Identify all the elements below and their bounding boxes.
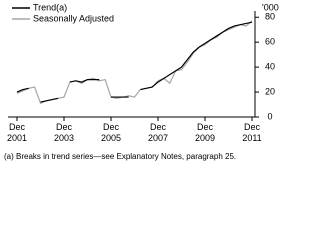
line-series xyxy=(140,21,253,91)
y-tick-label: 80 xyxy=(265,12,275,22)
x-tick-label: Dec 2011 xyxy=(242,122,262,143)
footnote: (a) Breaks in trend series—see Explanato… xyxy=(4,152,237,161)
line-series xyxy=(40,97,59,103)
x-tick-label: Dec 2003 xyxy=(53,122,75,143)
y-unit: '000 xyxy=(262,2,279,12)
legend-label: Seasonally Adjusted xyxy=(33,13,114,23)
page: '000 0 20 40 60 80 Trend(a) Seasonally Adjuste… xyxy=(4,2,279,161)
x-tick-label: Dec 2007 xyxy=(147,122,169,143)
x-tick-label: Dec 2009 xyxy=(194,122,216,143)
x-tick-label: Dec 2001 xyxy=(6,122,28,143)
x-tick-label: Dec 2005 xyxy=(100,122,122,143)
line-series xyxy=(16,20,253,105)
y-tick-label: 40 xyxy=(265,61,275,71)
chart: '000 0 20 40 60 80 Trend(a)Seasonally Adjuste… xyxy=(8,2,279,121)
y-tick-label: 20 xyxy=(265,86,275,96)
y-tick-label: 60 xyxy=(265,37,275,47)
line-series xyxy=(16,87,29,93)
y-tick-label: 0 xyxy=(267,111,272,121)
legend-label: Trend(a) xyxy=(33,2,67,12)
line-series xyxy=(69,78,100,83)
